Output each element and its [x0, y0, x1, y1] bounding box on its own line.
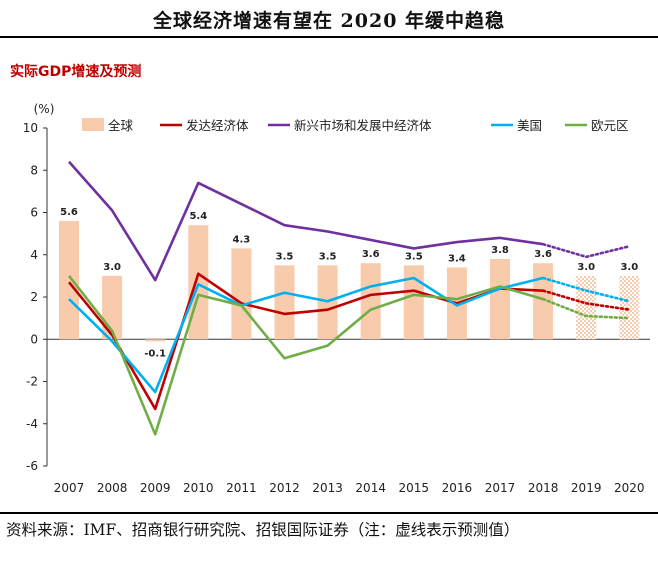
bar-global-2019 [576, 275, 597, 340]
bar-global-2014 [360, 263, 381, 340]
data-label-2015: 3.5 [405, 251, 423, 262]
footer-divider [0, 512, 658, 514]
bar-global-2015 [403, 265, 424, 340]
data-label-2018: 3.6 [534, 249, 552, 260]
y-tick-label: 4 [30, 248, 38, 262]
legend-label-0: 全球 [108, 118, 134, 133]
y-tick-label: 8 [30, 163, 38, 177]
title-divider [0, 36, 658, 38]
y-tick-label: -4 [26, 417, 38, 431]
data-label-2013: 3.5 [319, 251, 337, 262]
x-tick-label-2015: 2015 [399, 481, 430, 495]
x-tick-label-2016: 2016 [442, 481, 473, 495]
data-label-2007: 5.6 [60, 207, 78, 218]
data-label-2020: 3.0 [620, 262, 638, 273]
chart-subtitle: 实际GDP增速及预测 [10, 63, 141, 80]
data-label-2019: 3.0 [577, 262, 595, 273]
bar-global-2011 [231, 248, 252, 340]
y-tick-label: 2 [30, 290, 38, 304]
x-tick-label-2010: 2010 [183, 481, 214, 495]
x-tick-label-2013: 2013 [312, 481, 343, 495]
bar-global-2018 [533, 263, 554, 340]
bar-global-2012 [274, 265, 295, 340]
data-label-2017: 3.8 [491, 245, 509, 256]
x-tick-label-2020: 2020 [614, 481, 645, 495]
x-tick-label-2007: 2007 [54, 481, 85, 495]
data-label-2014: 3.6 [362, 249, 380, 260]
line-forecast-series-3 [541, 297, 631, 320]
x-tick-label-2012: 2012 [269, 481, 300, 495]
legend-label-3: 美国 [517, 118, 542, 133]
x-tick-label-2009: 2009 [140, 481, 171, 495]
y-tick-label: 10 [23, 121, 38, 135]
y-axis-unit: (%) [34, 102, 55, 116]
line-forecast-series-1 [541, 242, 631, 259]
bar-global-2017 [490, 258, 510, 340]
legend-swatch-0 [82, 118, 104, 131]
x-tick-label-2018: 2018 [528, 481, 559, 495]
y-tick-label: 6 [30, 206, 38, 220]
source-note: 资料来源：IMF、招商银行研究院、招银国际证券（注：虚线表示预测值） [6, 521, 520, 539]
legend-label-1: 发达经济体 [186, 118, 249, 133]
legend-label-4: 欧元区 [591, 118, 629, 133]
line-forecast-series-2 [541, 276, 631, 303]
x-tick-label-2019: 2019 [571, 481, 602, 495]
y-tick-label: -2 [26, 375, 38, 389]
y-tick-label: -6 [26, 459, 38, 473]
line-series-1 [68, 160, 544, 282]
line-forecast-series-0 [541, 289, 631, 311]
data-label-2008: 3.0 [103, 262, 121, 273]
data-label-2016: 3.4 [448, 253, 466, 264]
bar-global-2007 [59, 220, 79, 340]
line-series-3 [67, 275, 544, 436]
legend-label-2: 新兴市场和发展中经济体 [294, 118, 432, 133]
line-series-0 [67, 272, 544, 411]
bar-global-2009 [145, 339, 166, 342]
data-label-2009: -0.1 [144, 348, 166, 359]
x-tick-label-2008: 2008 [97, 481, 128, 495]
page-title: 全球经济增速有望在 2020 年缓中趋稳 [152, 10, 506, 32]
bar-global-2010 [188, 225, 209, 340]
data-label-2012: 3.5 [276, 251, 294, 262]
y-tick-label: 0 [30, 332, 38, 346]
x-tick-label-2011: 2011 [226, 481, 257, 495]
data-label-2010: 5.4 [189, 211, 207, 222]
bar-global-2020 [619, 275, 640, 340]
x-tick-label-2014: 2014 [355, 481, 386, 495]
data-label-2011: 4.3 [233, 234, 251, 245]
line-series-2 [68, 276, 544, 394]
x-tick-label-2017: 2017 [485, 481, 516, 495]
